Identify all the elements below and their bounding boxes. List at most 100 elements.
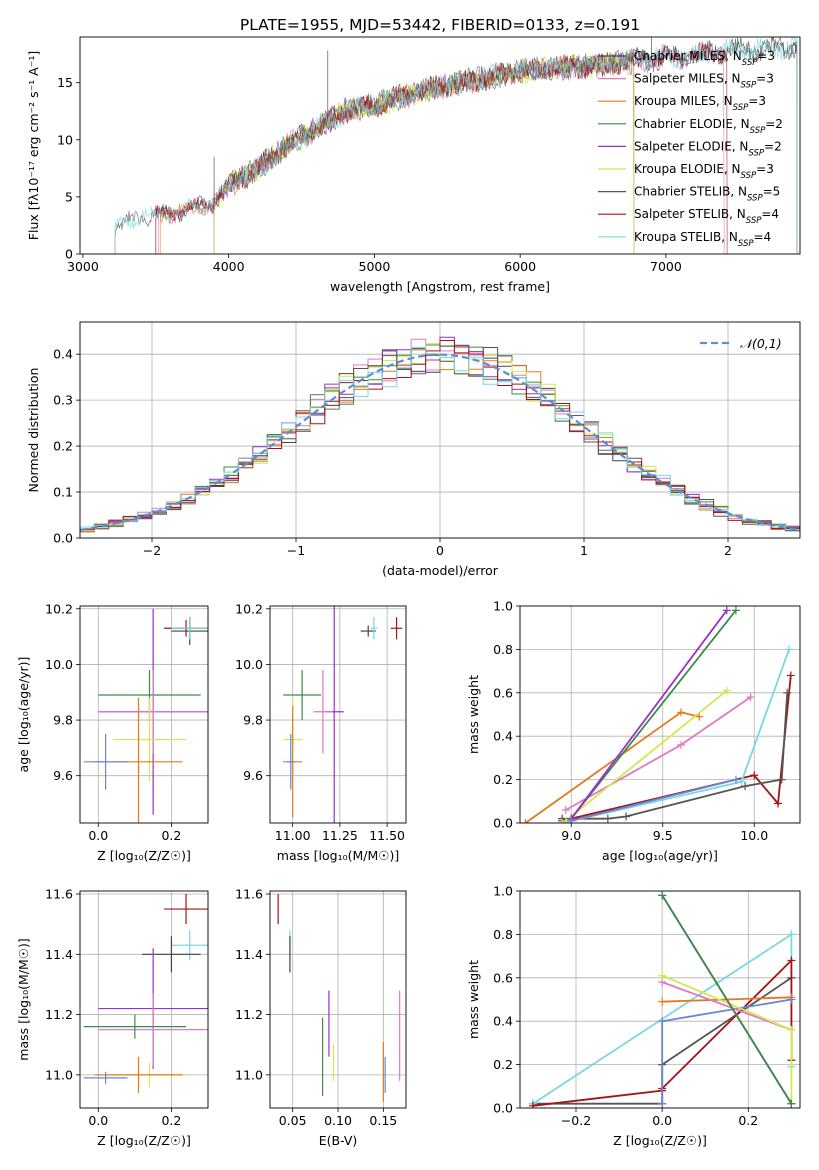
- y-tick-label: 0.4: [493, 729, 513, 744]
- axes-residuals: −2 −1 0 1 2 0.0 0.1 0.2 0.3 0.4 (data-model)/error…: [26, 321, 801, 578]
- weight-marker: [695, 712, 704, 721]
- x-tick-label: 7000: [650, 259, 682, 274]
- x-tick-label: 11.25: [322, 828, 358, 843]
- weight-marker: [658, 971, 667, 980]
- y-tick-label: 5: [65, 189, 73, 204]
- spectrum-line: [155, 42, 728, 254]
- grid: [80, 891, 208, 1108]
- x-tick-label: 0.2: [738, 1113, 758, 1128]
- x-tick-label: 0.05: [279, 1113, 307, 1128]
- x-axis-label: E(B-V): [319, 1133, 358, 1148]
- weight-marker: [622, 812, 631, 821]
- plot-area: [277, 894, 401, 1102]
- errorbar-point: [287, 733, 295, 790]
- weight-marker: [746, 693, 755, 702]
- axes-spectrum: 3000 4000 5000 6000 7000 0 5 10 15 wavelength [An…: [26, 36, 801, 294]
- legend-label: 𝒩(0,1): [740, 336, 782, 351]
- axes-frame: [79, 36, 801, 255]
- y-axis-label: Normed distribution: [26, 368, 41, 493]
- spectrum-line: [213, 51, 635, 254]
- legend-label: Salpeter ELODIE, NSSP=2: [634, 139, 782, 158]
- x-axis-label: Z [log₁₀(Z/Z☉)]: [97, 848, 191, 863]
- axes-frame: [519, 605, 801, 824]
- x-tick-label: 0.0: [652, 1113, 672, 1128]
- y-tick-label: 0.2: [53, 439, 73, 454]
- weight-marker: [783, 688, 792, 697]
- x-tick-label: 5000: [359, 259, 391, 274]
- y-tick-label: 0.2: [493, 772, 513, 787]
- legend-label: Kroupa MILES, NSSP=3: [634, 94, 766, 113]
- legend-label: Chabrier STELIB, NSSP=5: [634, 185, 780, 204]
- weight-marker: [603, 814, 612, 823]
- weight-marker: [658, 997, 667, 1006]
- y-tick-label: 0.4: [493, 1014, 513, 1029]
- y-tick-label: 0.2: [493, 1057, 513, 1072]
- axes-weight-vs-Z: −0.2 0.0 0.2 0.0 0.2 0.4 0.6 0.8 1.0 Z [log₁₀(Z/Z…: [466, 884, 801, 1148]
- weight-series-line: [565, 689, 728, 822]
- weight-marker: [750, 771, 759, 780]
- plot-area: [80, 336, 800, 533]
- plot-area: [114, 37, 798, 254]
- y-tick-label: 10.2: [45, 601, 73, 616]
- y-tick-label: 9.6: [53, 768, 73, 783]
- axes-age-vs-Z: 0.0 0.2 9.6 9.8 10.0 10.2 Z [log₁₀(Z/Z☉)] age […: [16, 601, 209, 863]
- grid: [270, 606, 406, 823]
- y-axis-label: Flux [fλ10⁻¹⁷ erg cm⁻² s⁻¹ A⁻¹]: [26, 51, 41, 240]
- weight-series-line: [570, 609, 728, 820]
- errorbar-point: [360, 625, 376, 637]
- errorbar-point: [164, 894, 208, 925]
- axes-frame: [79, 605, 209, 824]
- y-tick-label: 11.6: [45, 887, 73, 902]
- x-tick-label: 0.2: [161, 1113, 181, 1128]
- x-axis-label: Z [log₁₀(Z/Z☉)]: [97, 1133, 191, 1148]
- weight-marker: [786, 671, 795, 680]
- x-tick-label: 0.2: [161, 828, 181, 843]
- y-tick-label: 15: [57, 75, 73, 90]
- y-tick-label: 1.0: [493, 884, 513, 899]
- y-tick-label: 0.8: [493, 642, 513, 657]
- y-tick-label: 11.0: [45, 1067, 73, 1082]
- y-tick-label: 0: [65, 247, 73, 262]
- y-tick-label: 0.0: [53, 531, 73, 546]
- weight-marker: [521, 819, 530, 823]
- axes-frame: [79, 321, 801, 539]
- errorbar-point: [313, 669, 333, 754]
- y-tick-label: 10.2: [235, 601, 263, 616]
- y-tick-label: 0.3: [53, 393, 73, 408]
- errorbar-point: [83, 1071, 128, 1084]
- y-axis-label: age [log₁₀(age/yr)]: [16, 657, 31, 773]
- x-tick-label: 0.10: [324, 1113, 352, 1128]
- weight-marker: [658, 891, 667, 900]
- legend-label: Chabrier ELODIE, NSSP=2: [634, 117, 783, 136]
- histogram-series: [80, 347, 800, 530]
- weight-marker: [787, 1025, 796, 1034]
- axes-weight-vs-age: 9.0 9.5 10.0 0.0 0.2 0.4 0.6 0.8 1.0 age [log₁₀(a…: [466, 599, 801, 863]
- x-tick-label: −0.2: [561, 1113, 591, 1128]
- weight-series-line: [570, 778, 737, 822]
- legend-label: Salpeter MILES, NSSP=3: [634, 72, 774, 91]
- y-tick-label: 11.0: [235, 1067, 263, 1082]
- errorbar-point: [83, 733, 128, 790]
- x-tick-label: 11.00: [275, 828, 311, 843]
- x-tick-label: 0: [436, 543, 444, 558]
- errorbar-point: [142, 936, 201, 973]
- errorbar-point: [98, 669, 208, 754]
- weight-series-line: [661, 894, 793, 1105]
- x-tick-label: 0.15: [369, 1113, 397, 1128]
- plot-area: [521, 606, 795, 823]
- x-tick-label: 0.0: [88, 828, 108, 843]
- y-tick-label: 10.0: [45, 657, 73, 672]
- weight-marker: [722, 606, 731, 615]
- axes-mass-vs-Z: 0.0 0.2 11.0 11.2 11.4 11.6 Z [log₁₀(Z/Z☉)] mas…: [16, 887, 209, 1148]
- y-axis-label: mass [log₁₀(M/M☉)]: [16, 938, 31, 1060]
- y-tick-label: 10.0: [235, 657, 263, 672]
- errorbar-point: [112, 697, 187, 782]
- axes-age-vs-mass: 11.00 11.25 11.50 9.6 9.8 10.0 10.2 mass [log₁₀…: [235, 601, 407, 863]
- errorbar-point: [171, 617, 208, 640]
- x-tick-label: 9.5: [653, 828, 673, 843]
- weight-marker: [567, 816, 576, 823]
- y-tick-label: 11.4: [45, 947, 73, 962]
- plot-area: [83, 608, 208, 823]
- x-axis-label: mass [log₁₀(M/M☉)]: [277, 848, 399, 863]
- weight-marker: [787, 995, 796, 1004]
